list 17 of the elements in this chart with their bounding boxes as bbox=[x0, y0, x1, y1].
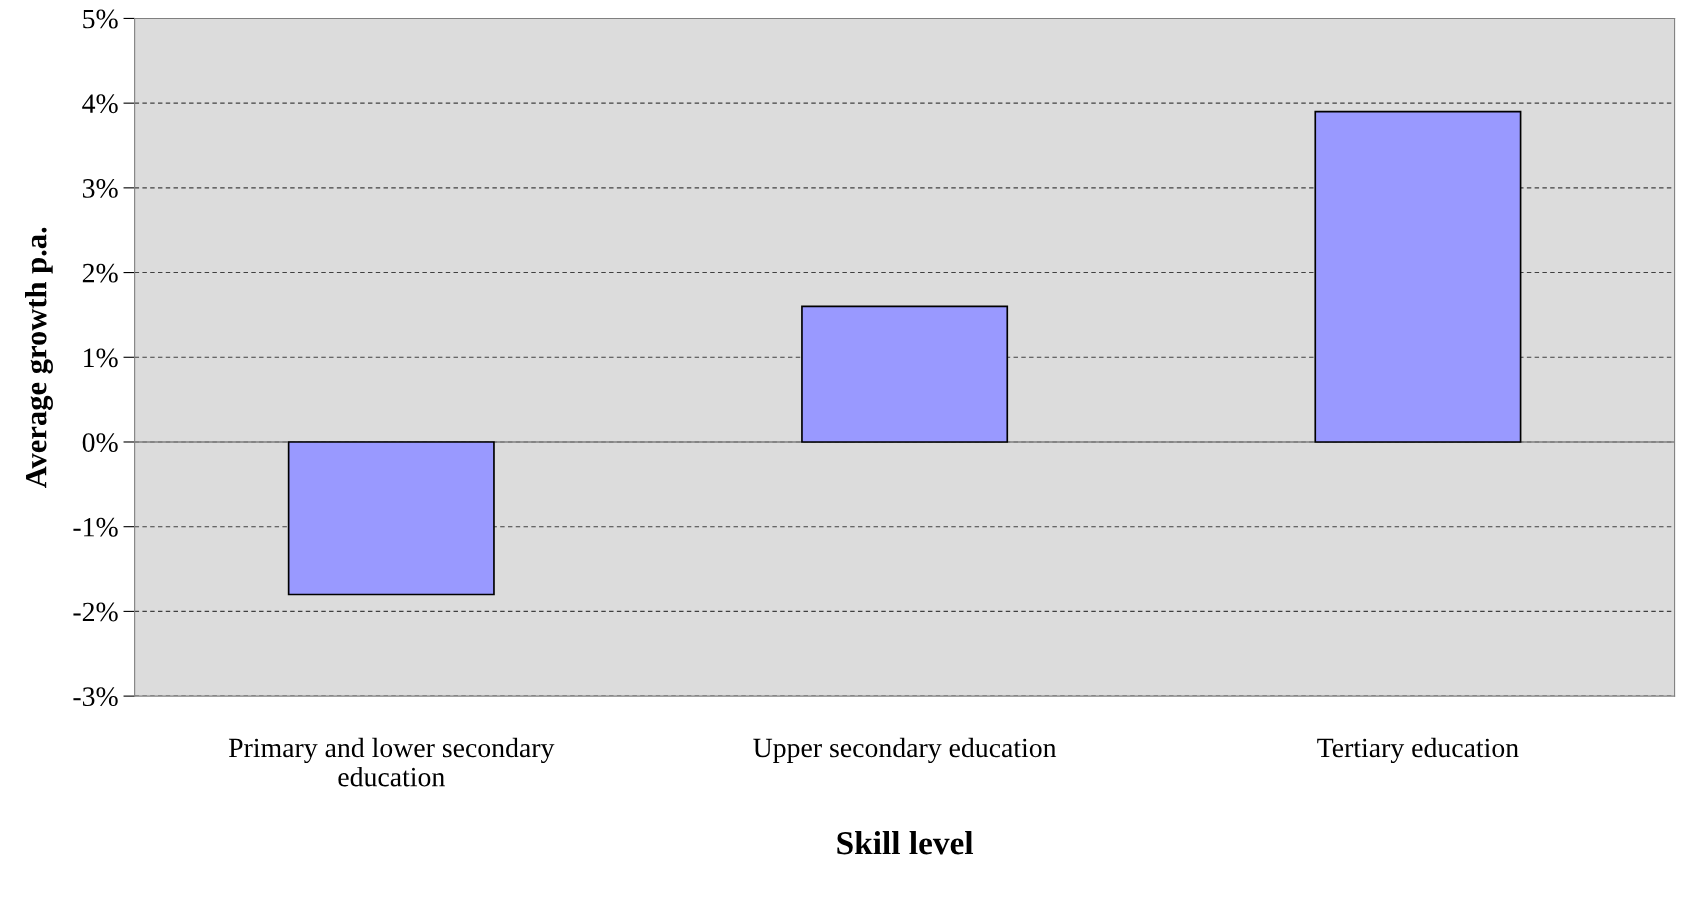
y-tick-label: -2% bbox=[73, 602, 118, 622]
x-tick-label: Tertiary education bbox=[1317, 737, 1519, 764]
y-tick-label: -1% bbox=[73, 517, 118, 537]
x-axis-title: Skill level bbox=[837, 830, 974, 855]
x-tick-label: Upper secondary education bbox=[753, 737, 1057, 764]
y-tick-label: -3% bbox=[73, 687, 118, 707]
y-axis-title: Average growth p.a. bbox=[25, 227, 53, 488]
y-tick-label: 3% bbox=[82, 179, 118, 198]
y-tick-label: 5% bbox=[83, 9, 118, 29]
bar bbox=[287, 441, 495, 596]
x-tick-label: Primary and lower secondary education bbox=[228, 737, 555, 787]
y-tick-label: 0% bbox=[82, 433, 118, 452]
bar bbox=[1314, 110, 1522, 443]
y-tick-label: 4% bbox=[82, 94, 118, 114]
y-tick-label: 1% bbox=[84, 348, 118, 368]
bar bbox=[801, 305, 1009, 443]
y-tick-label: 2% bbox=[82, 263, 118, 283]
